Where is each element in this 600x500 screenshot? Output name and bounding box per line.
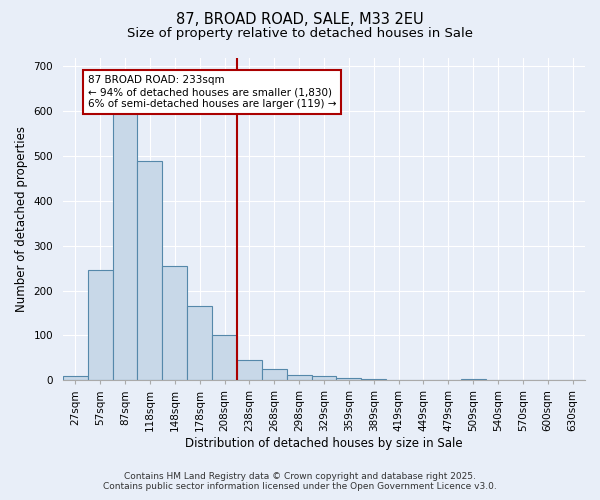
Bar [137,160,163,380]
Bar [187,306,212,380]
Text: 87, BROAD ROAD, SALE, M33 2EU: 87, BROAD ROAD, SALE, M33 2EU [176,12,424,28]
Bar [88,270,113,380]
Bar [287,375,311,380]
Text: Size of property relative to detached houses in Sale: Size of property relative to detached ho… [127,28,473,40]
Bar [337,378,361,380]
Bar [63,376,88,380]
Text: 87 BROAD ROAD: 233sqm
← 94% of detached houses are smaller (1,830)
6% of semi-de: 87 BROAD ROAD: 233sqm ← 94% of detached … [88,76,336,108]
Bar [113,112,137,380]
Bar [361,379,386,380]
Bar [237,360,262,380]
X-axis label: Distribution of detached houses by size in Sale: Distribution of detached houses by size … [185,437,463,450]
Text: Contains HM Land Registry data © Crown copyright and database right 2025.
Contai: Contains HM Land Registry data © Crown c… [103,472,497,491]
Bar [262,369,287,380]
Bar [311,376,337,380]
Bar [163,266,187,380]
Bar [212,336,237,380]
Y-axis label: Number of detached properties: Number of detached properties [15,126,28,312]
